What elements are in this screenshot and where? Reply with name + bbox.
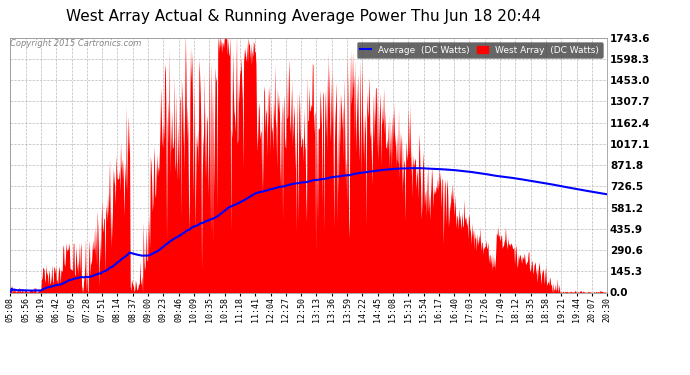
Text: West Array Actual & Running Average Power Thu Jun 18 20:44: West Array Actual & Running Average Powe… <box>66 9 541 24</box>
Text: Copyright 2015 Cartronics.com: Copyright 2015 Cartronics.com <box>10 39 141 48</box>
Legend: Average  (DC Watts), West Array  (DC Watts): Average (DC Watts), West Array (DC Watts… <box>357 42 602 58</box>
